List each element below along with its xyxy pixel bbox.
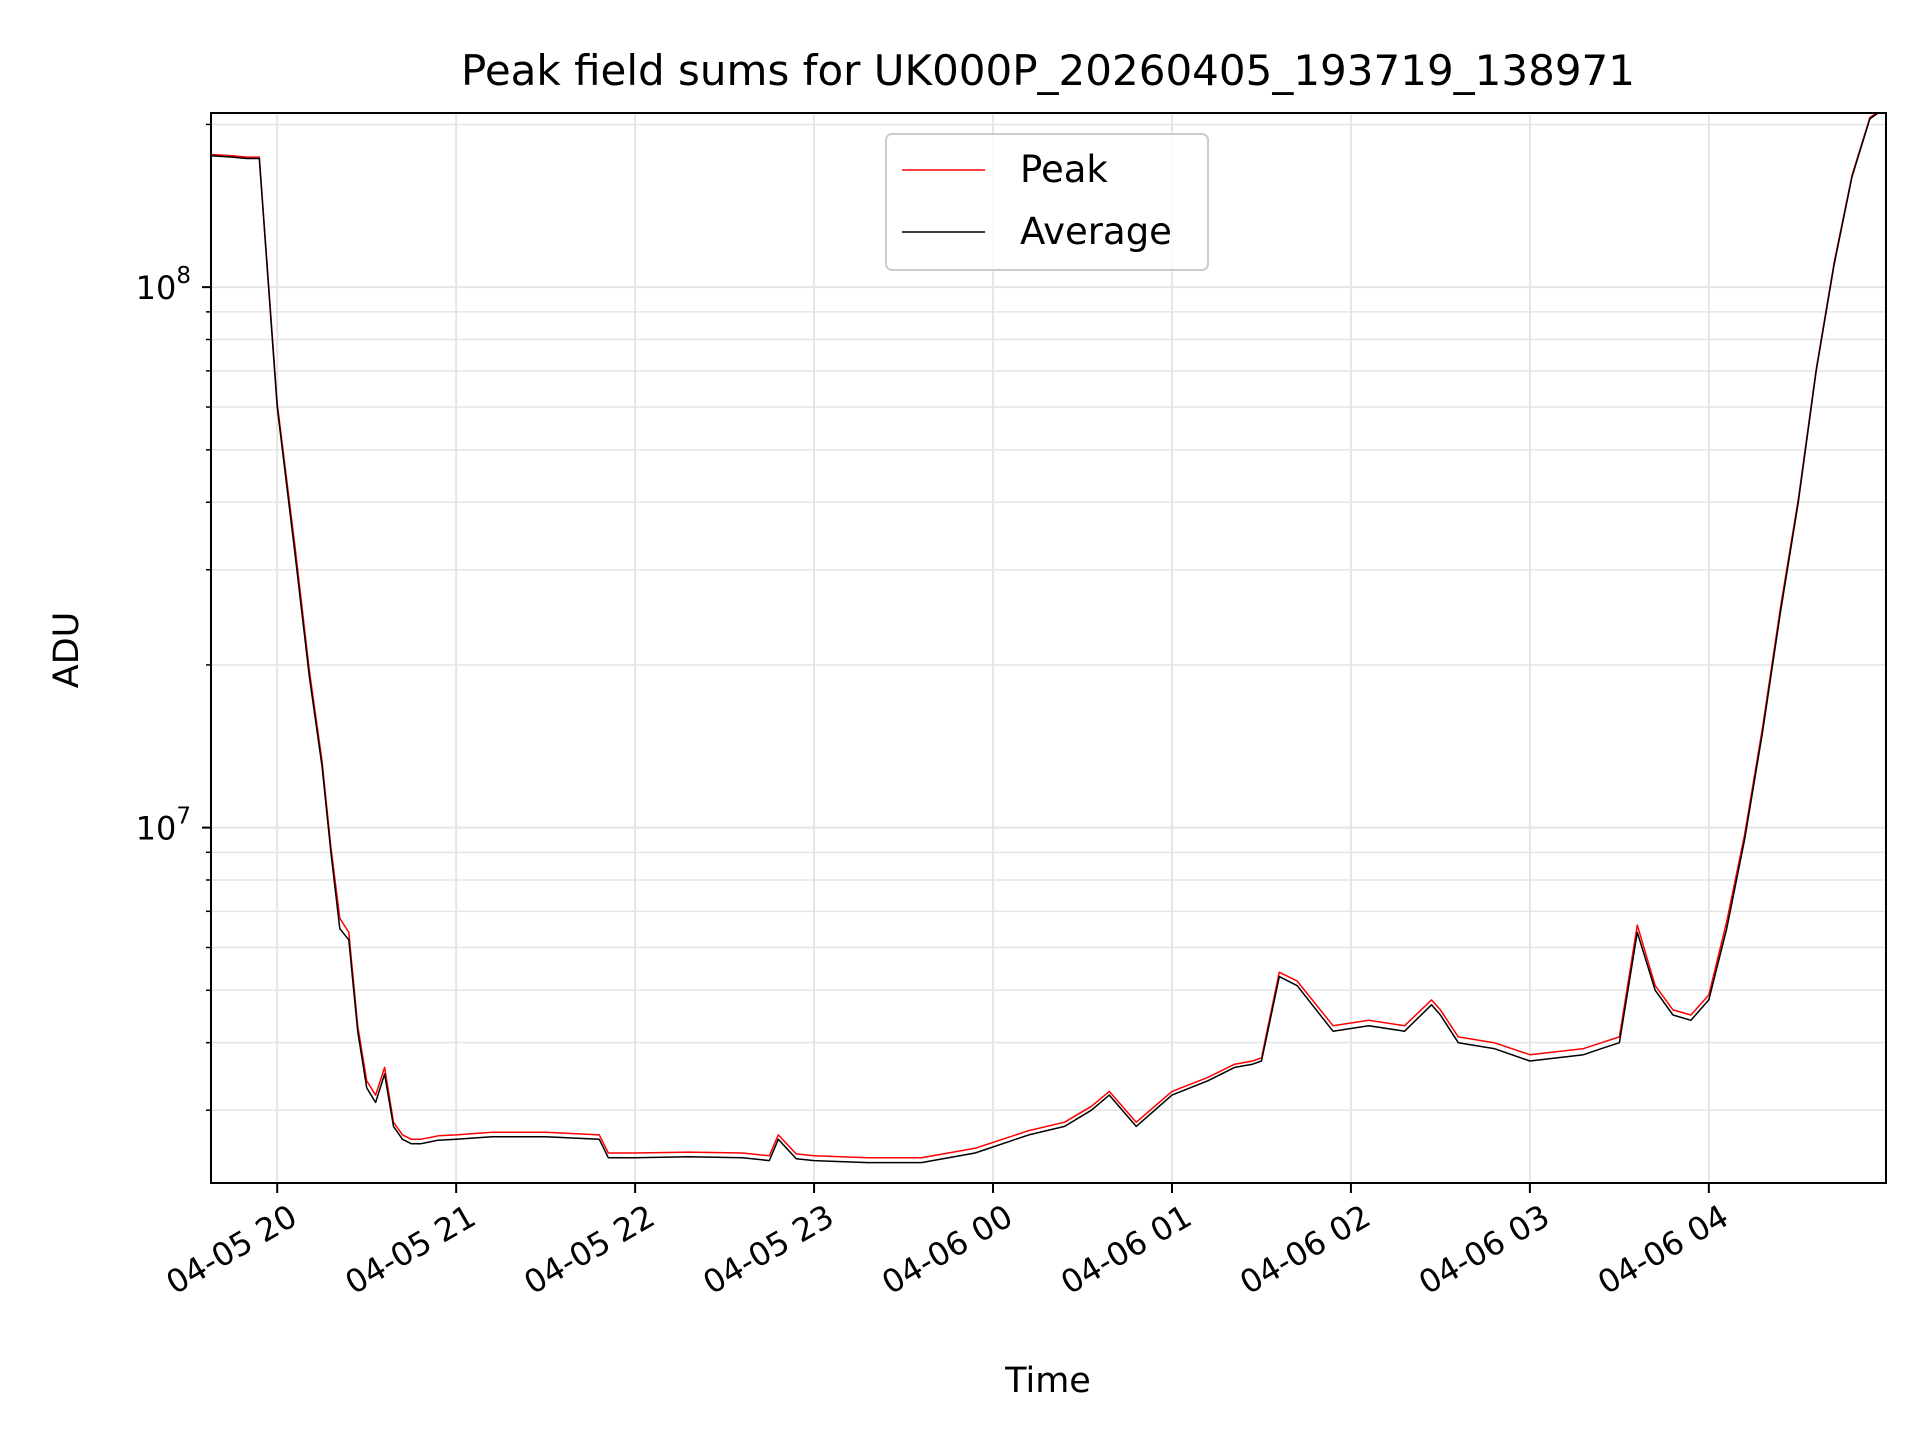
- y-tick-label-base: 10: [136, 810, 177, 848]
- grid: [211, 113, 1886, 1183]
- series-line-peak: [211, 113, 1878, 1159]
- legend-average-label: Average: [1020, 210, 1172, 253]
- x-axis-label: Time: [1004, 1361, 1091, 1401]
- chart-title: Peak field sums for UK000P_20260405_1937…: [461, 46, 1635, 95]
- y-tick-label-exponent: 7: [176, 804, 191, 830]
- legend-peak-label: Peak: [1020, 148, 1108, 191]
- plot-frame: [210, 112, 1887, 1184]
- legend-box: [885, 133, 1209, 271]
- y-tick-label: 108: [136, 263, 191, 307]
- y-axis-label: ADU: [47, 612, 87, 689]
- series-line-average: [211, 113, 1880, 1164]
- series-layer: [211, 113, 1880, 1164]
- legend: Peak Average: [885, 133, 1209, 271]
- y-tick-label-exponent: 8: [176, 263, 191, 289]
- y-tick-label-base: 10: [136, 269, 177, 307]
- y-tick-label: 107: [136, 804, 191, 848]
